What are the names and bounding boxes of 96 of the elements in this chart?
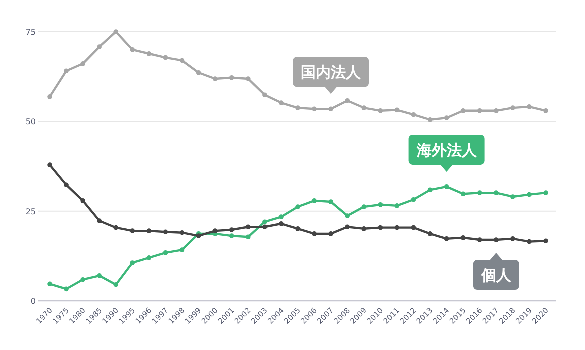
point	[394, 204, 400, 208]
point	[378, 108, 384, 114]
point	[180, 248, 185, 252]
point	[212, 228, 218, 234]
point	[444, 184, 450, 190]
point	[48, 162, 52, 168]
point	[229, 234, 234, 238]
point	[97, 44, 102, 50]
point	[312, 232, 317, 236]
point	[378, 202, 384, 208]
point	[130, 48, 136, 52]
point	[510, 236, 516, 242]
point	[428, 188, 433, 193]
point	[279, 214, 284, 220]
point	[97, 273, 102, 278]
point	[411, 197, 416, 202]
point	[527, 192, 532, 198]
point	[460, 108, 466, 114]
point	[246, 234, 251, 240]
point	[544, 238, 548, 244]
point	[296, 204, 300, 210]
point	[296, 226, 300, 232]
point	[279, 100, 284, 106]
point	[246, 76, 251, 82]
point	[80, 198, 86, 204]
point	[114, 282, 119, 288]
point	[527, 104, 532, 110]
point	[64, 68, 69, 74]
point	[494, 108, 499, 114]
point	[296, 106, 300, 110]
point	[180, 58, 185, 64]
point	[146, 228, 152, 234]
point	[130, 260, 136, 266]
point	[494, 238, 499, 242]
point	[163, 250, 168, 256]
point	[345, 98, 350, 104]
point	[212, 76, 218, 82]
point	[262, 224, 268, 230]
point	[428, 232, 433, 236]
y-tick-label: 50	[26, 118, 36, 127]
point	[262, 92, 268, 98]
y-tick-label: 0	[30, 297, 36, 306]
point	[477, 190, 482, 196]
point	[477, 238, 482, 242]
point	[262, 220, 268, 224]
point	[345, 224, 350, 230]
point	[494, 190, 499, 196]
point	[510, 106, 516, 110]
point	[460, 235, 466, 240]
point	[180, 230, 185, 236]
point	[378, 225, 384, 230]
point	[64, 286, 69, 292]
point	[328, 232, 334, 236]
series-label: 個人	[480, 266, 512, 285]
point	[394, 108, 400, 113]
point	[163, 230, 168, 235]
point	[362, 204, 367, 210]
point	[246, 224, 251, 230]
point	[411, 225, 416, 230]
point	[114, 30, 119, 34]
point	[411, 112, 416, 118]
point	[97, 218, 102, 224]
point	[544, 190, 548, 196]
point	[64, 182, 69, 188]
point	[196, 70, 202, 76]
point	[444, 116, 450, 120]
point	[312, 198, 317, 204]
point	[328, 106, 334, 112]
point	[48, 94, 52, 100]
y-tick-label: 75	[26, 28, 36, 37]
point	[428, 117, 433, 122]
point	[229, 76, 234, 80]
point	[130, 228, 136, 234]
point	[48, 282, 52, 287]
point	[328, 200, 334, 204]
point	[345, 214, 350, 218]
point	[510, 194, 516, 200]
point	[163, 55, 168, 60]
point	[527, 239, 532, 244]
point	[114, 225, 119, 230]
series-label: 国内法人	[301, 64, 362, 82]
y-tick-label: 25	[26, 207, 36, 216]
point	[80, 277, 86, 282]
point	[229, 228, 234, 232]
point	[477, 108, 482, 114]
point	[544, 108, 548, 114]
point	[80, 62, 86, 66]
point	[460, 192, 466, 197]
point	[146, 256, 152, 260]
point	[362, 226, 367, 232]
point	[312, 106, 317, 112]
point	[444, 236, 450, 242]
point	[362, 106, 367, 110]
point	[394, 225, 400, 230]
point	[146, 51, 152, 56]
point	[279, 221, 284, 226]
